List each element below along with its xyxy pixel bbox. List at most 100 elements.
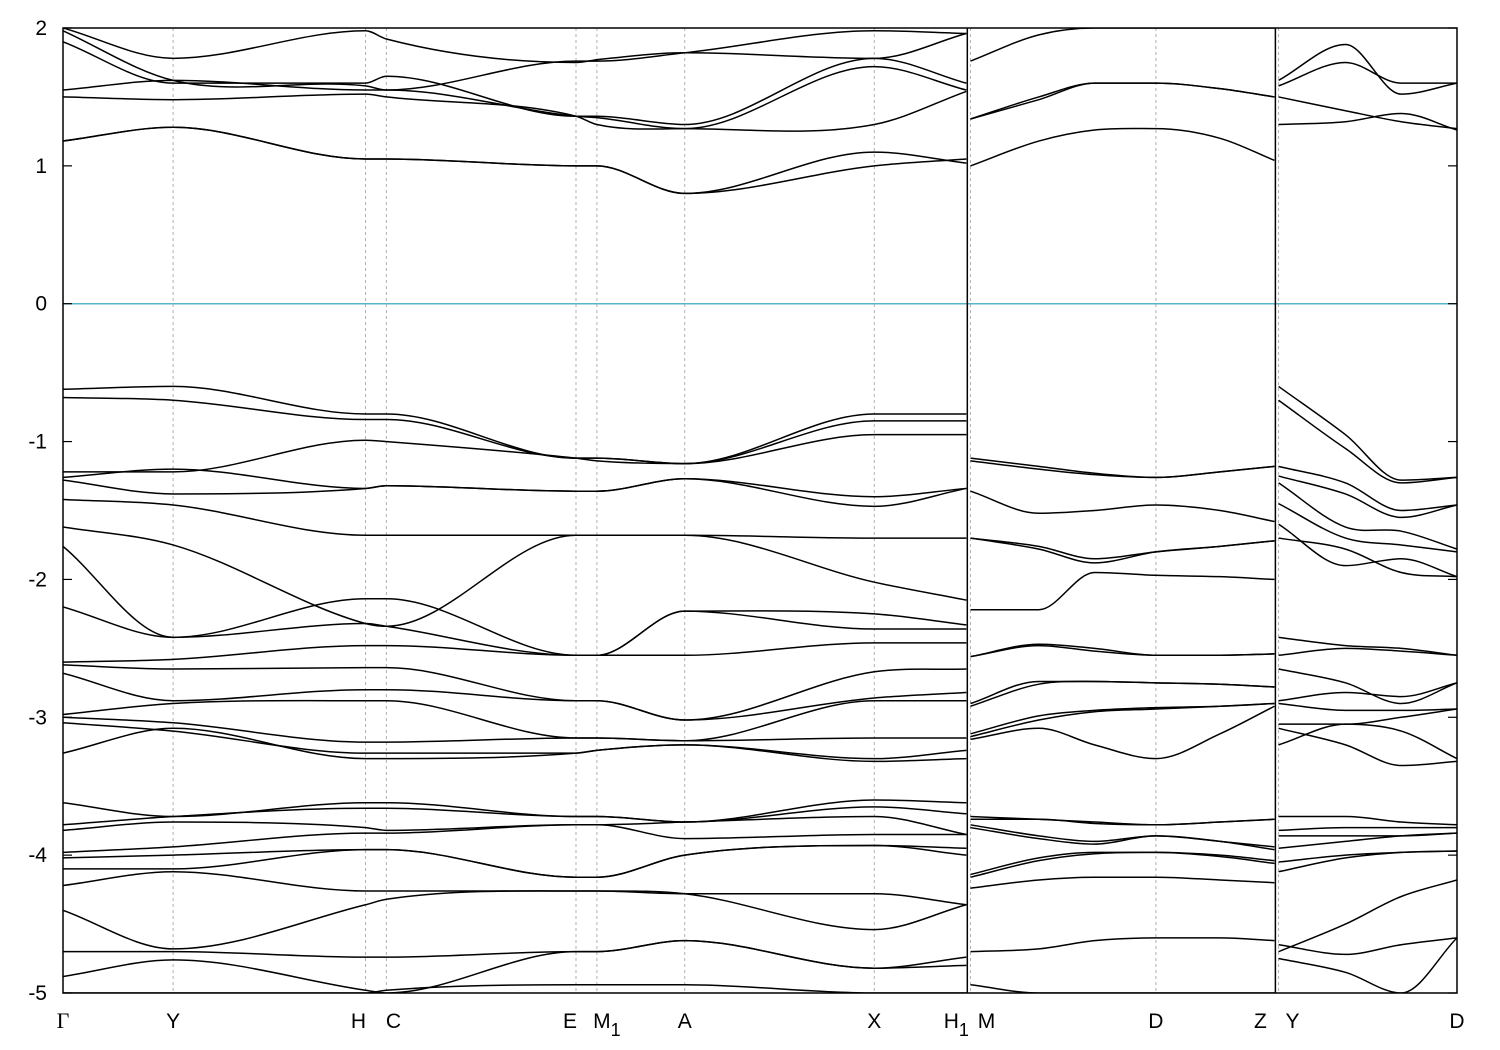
kpoint-label: D (1449, 1010, 1464, 1033)
y-tick-label: -5 (28, 982, 47, 1005)
band-line (970, 983, 1275, 993)
band-line (970, 815, 1275, 826)
band-line (970, 702, 1275, 738)
kpoint-label: Γ (57, 1008, 70, 1033)
band-line (970, 457, 1275, 479)
band-segment (1278, 43, 1457, 993)
band-line (63, 90, 967, 132)
band-line (1278, 112, 1457, 131)
kpoint-label: C (386, 1010, 401, 1033)
band-line (1278, 826, 1457, 832)
kpoint-label: Z (1254, 1010, 1267, 1033)
band-line (970, 490, 1275, 523)
band-line (63, 824, 967, 854)
band-line (63, 478, 967, 508)
y-tick-label: -2 (28, 568, 47, 591)
band-segment (970, 28, 1275, 993)
kpoint-label-subscript: 1 (611, 1020, 621, 1040)
band-line (970, 851, 1275, 876)
band-line (63, 844, 967, 878)
y-tick-label: -1 (28, 431, 47, 454)
plot-frame (62, 27, 1458, 994)
band-line (63, 642, 967, 663)
y-tick-label: 1 (35, 155, 47, 178)
band-line (1278, 482, 1457, 550)
band-line (1278, 682, 1457, 702)
y-tick-label: -4 (28, 844, 47, 867)
band-line (970, 460, 1275, 479)
band-line (1278, 702, 1457, 712)
kpoint-label: M (978, 1010, 996, 1033)
band-line (970, 818, 1275, 826)
band-line (970, 82, 1275, 120)
band-line (1278, 723, 1457, 760)
band-line (63, 65, 967, 130)
band-line (63, 126, 967, 195)
band-line (970, 571, 1275, 611)
y-tick-label: 0 (35, 293, 47, 316)
band-line (63, 545, 967, 656)
bands (63, 28, 1457, 993)
band-line (63, 983, 967, 993)
band-line (63, 126, 967, 195)
band-line (970, 826, 1275, 851)
band-line (63, 870, 967, 906)
band-line (63, 939, 967, 993)
band-line (1278, 502, 1457, 553)
kpoint-label: E (563, 1010, 577, 1033)
band-line (63, 815, 967, 836)
band-line (63, 41, 967, 126)
kpoint-label-main: M (593, 1010, 611, 1033)
band-line (1278, 850, 1457, 863)
band-line (970, 876, 1275, 889)
kpoint-label: H1 (944, 1010, 969, 1040)
band-line (63, 722, 967, 760)
kpoint-label: H (351, 1010, 366, 1033)
path-breaks (966, 28, 1277, 993)
band-line (1278, 399, 1457, 484)
y-tick-label: 2 (35, 17, 47, 40)
band-line (970, 127, 1275, 167)
band-line (1278, 727, 1457, 767)
band-line (970, 680, 1275, 707)
band-line (970, 937, 1275, 953)
band-line (970, 82, 1275, 120)
band-line (63, 30, 967, 91)
kpoint-label-subscript: 1 (959, 1020, 969, 1040)
band-line (970, 643, 1275, 658)
band-line (63, 699, 967, 742)
kpoint-label-main: H (944, 1010, 959, 1033)
band-line (1278, 636, 1457, 656)
band-line (1278, 708, 1457, 725)
band-line (1278, 61, 1457, 87)
band-segment (63, 28, 967, 993)
band-line (1278, 465, 1457, 512)
band-line (1278, 850, 1457, 873)
band-line (63, 716, 967, 743)
band-line (1278, 879, 1457, 953)
band-line (1278, 937, 1457, 993)
band-line (1278, 475, 1457, 519)
kpoint-label: Y (166, 1010, 180, 1033)
kpoint-label: Y (1286, 1010, 1300, 1033)
kpoint-label: A (678, 1010, 692, 1033)
y-axis-ticks: 2 1 0 -1 -2 -3 -4 -5 (28, 17, 1457, 1005)
kpoint-label: X (867, 1010, 881, 1033)
band-line (63, 672, 967, 721)
band-line (1278, 523, 1457, 578)
band-line (1278, 937, 1457, 956)
band-line (970, 537, 1275, 560)
x-axis-kpoint-labels: Γ Y H C E M1 A X H1 M D Z Y D (57, 1008, 1465, 1040)
band-line (63, 799, 967, 823)
band-line (1278, 43, 1457, 95)
band-line (970, 851, 1275, 878)
band-line (63, 396, 967, 465)
band-line (1278, 537, 1457, 578)
band-line (63, 664, 967, 721)
band-line (970, 705, 1275, 760)
band-line (63, 890, 967, 950)
band-line (63, 498, 967, 539)
y-tick-label: -3 (28, 706, 47, 729)
band-line (1278, 832, 1457, 849)
